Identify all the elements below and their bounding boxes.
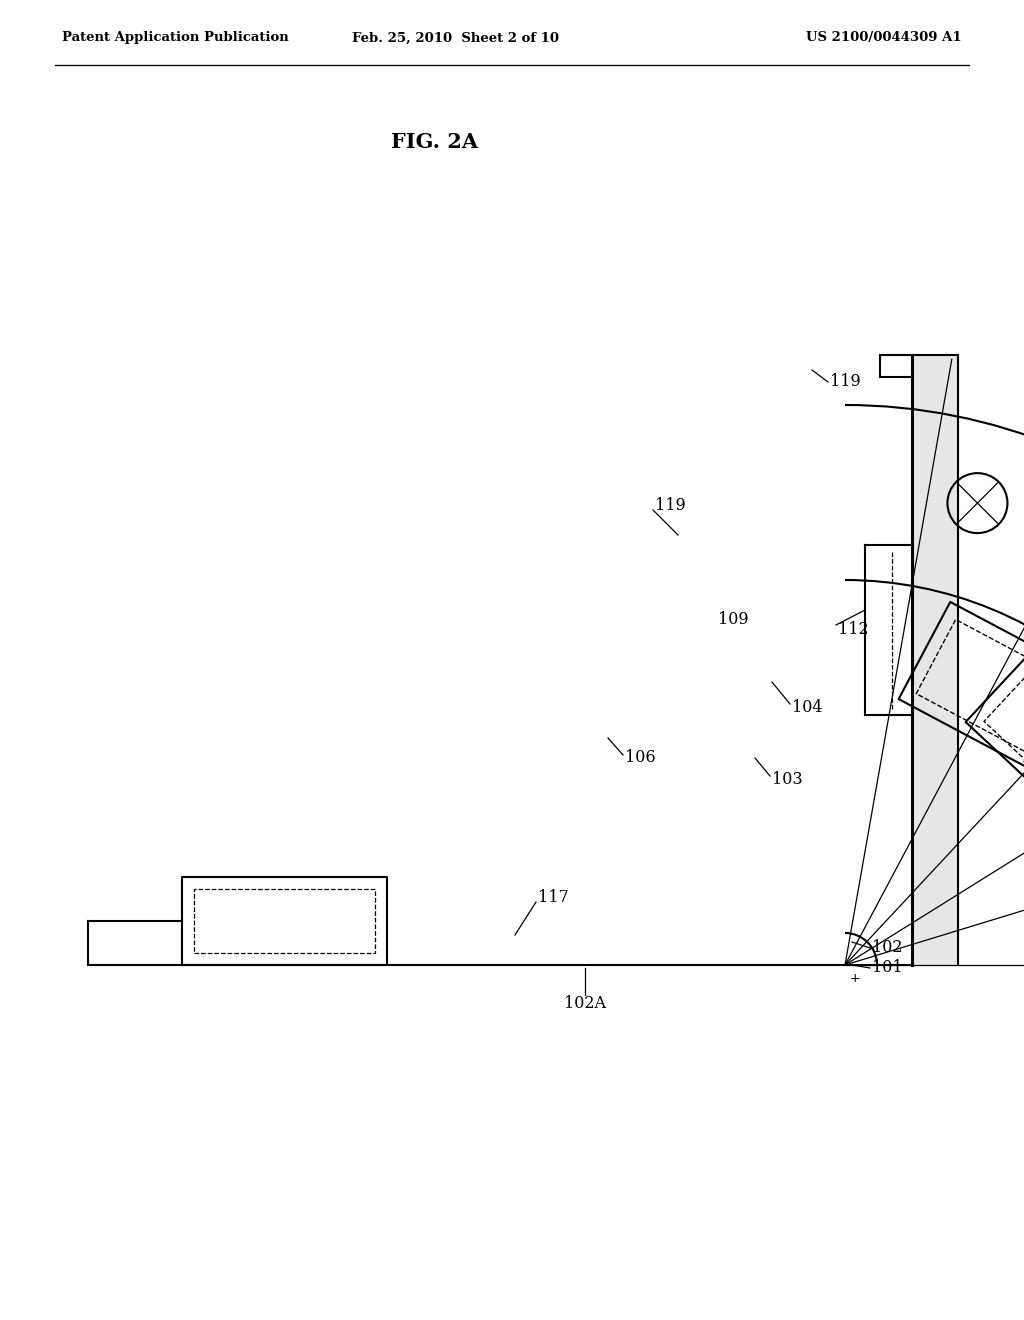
Text: 119: 119: [830, 374, 861, 391]
Text: 103: 103: [772, 771, 803, 788]
Text: 102: 102: [872, 940, 902, 957]
Text: 101: 101: [872, 960, 902, 977]
Text: US 2100/0044309 A1: US 2100/0044309 A1: [806, 32, 962, 45]
Text: +: +: [850, 972, 860, 985]
Text: 104: 104: [792, 700, 822, 717]
Text: 102A: 102A: [564, 994, 606, 1011]
Text: 106: 106: [625, 750, 655, 767]
Text: Patent Application Publication: Patent Application Publication: [62, 32, 289, 45]
Text: 112: 112: [838, 622, 868, 639]
Text: 117: 117: [538, 890, 568, 907]
Text: Feb. 25, 2010  Sheet 2 of 10: Feb. 25, 2010 Sheet 2 of 10: [351, 32, 558, 45]
Text: 119: 119: [655, 496, 686, 513]
Text: 109: 109: [718, 611, 749, 628]
Text: FIG. 2A: FIG. 2A: [391, 132, 478, 152]
